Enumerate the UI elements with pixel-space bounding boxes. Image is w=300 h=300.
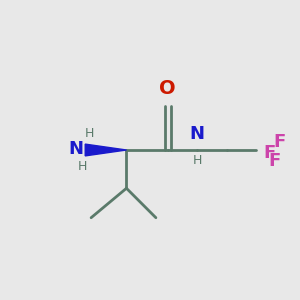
Text: H: H xyxy=(78,160,87,173)
Text: H: H xyxy=(85,127,94,140)
Text: O: O xyxy=(159,80,176,98)
Text: H: H xyxy=(192,154,202,167)
Text: N: N xyxy=(190,124,205,142)
Text: F: F xyxy=(273,133,285,151)
Text: F: F xyxy=(263,144,276,162)
Text: F: F xyxy=(268,152,280,170)
Text: N: N xyxy=(69,140,84,158)
Polygon shape xyxy=(85,144,126,156)
